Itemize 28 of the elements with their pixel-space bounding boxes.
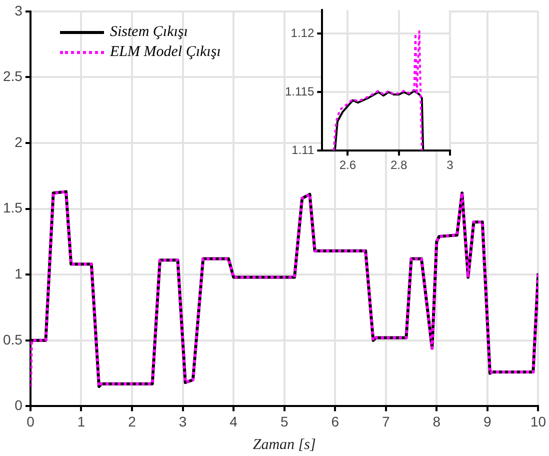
x-tick-label: 6: [331, 413, 340, 430]
legend-label: Sistem Çıkışı: [110, 24, 188, 40]
y-tick-label: 1.5: [2, 200, 23, 216]
x-tick-label: 3: [178, 413, 187, 430]
y-tick-label: 0: [14, 397, 23, 414]
x-tick-label: 2: [128, 413, 136, 430]
x-tick-label: 7: [382, 413, 390, 430]
y-tick-label: 1.115: [285, 84, 314, 98]
y-tick-label: 0.5: [2, 331, 23, 348]
x-tick-label: 10: [530, 413, 546, 430]
x-tick-label: 9: [484, 413, 492, 430]
x-tick-label: 2.8: [390, 158, 408, 172]
y-tick-label: 2.5: [2, 68, 23, 84]
legend-label: ELM Model Çıkışı: [110, 44, 221, 60]
y-tick-label: 1.11: [292, 142, 314, 157]
line-series: [332, 30, 423, 151]
x-tick-label: 2.6: [339, 158, 356, 172]
y-tick-label: 1.12: [290, 26, 314, 40]
x-tick-label: 5: [280, 413, 288, 430]
x-tick-label: 0: [26, 413, 35, 430]
x-tick-label: 1: [77, 413, 86, 430]
x-tick-label: 4: [230, 413, 238, 430]
x-axis-title: Zaman [s]: [252, 436, 316, 453]
y-tick-label: 1: [14, 265, 23, 282]
y-tick-label: 2: [14, 134, 23, 150]
x-tick-label: 3: [446, 158, 454, 172]
x-tick-label: 8: [432, 413, 441, 430]
y-tick-label: 3: [14, 2, 23, 18]
